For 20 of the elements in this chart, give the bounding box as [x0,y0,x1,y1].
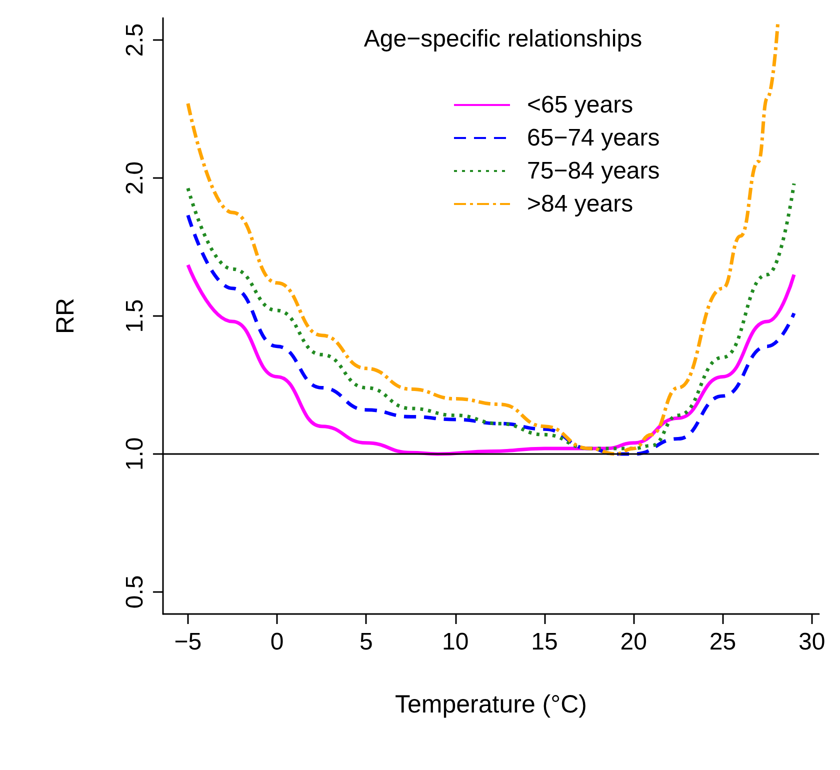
legend-label: <65 years [527,92,634,118]
x-tick-label: 5 [360,628,373,656]
x-tick-label: 10 [442,628,469,656]
y-tick-label: 0.5 [122,575,148,609]
y-axis-title: RR [52,298,80,334]
y-tick-label: 1.0 [122,437,148,471]
legend-label: 65−74 years [527,124,660,152]
x-tick-label: 15 [531,628,558,656]
x-axis-title: Temperature (°C) [395,690,587,718]
legend-label: 75−84 years [527,158,660,184]
x-tick-label: 25 [709,628,736,656]
y-tick-label: 2.5 [122,23,148,57]
x-tick-label: 30 [798,628,826,656]
x-tick-label: −5 [174,628,202,656]
x-tick-label: 0 [270,628,284,656]
chart-title: Age−specific relationships [364,26,642,52]
legend-label: >84 years [527,190,634,218]
x-tick-label: 20 [620,628,647,656]
y-tick-label: 1.5 [122,299,148,333]
y-tick-label: 2.0 [122,161,148,195]
